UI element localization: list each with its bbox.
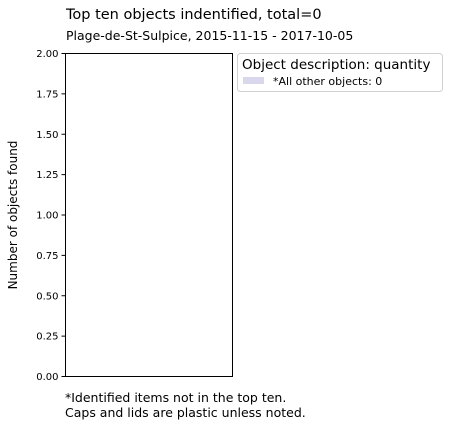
y-tick-label: 0.50	[36, 291, 58, 302]
y-tick-label: 0.00	[36, 372, 58, 383]
y-tick-label: 1.50	[36, 130, 58, 141]
legend-title: Object description: quantity	[242, 57, 430, 73]
y-tick-label: 1.00	[36, 211, 58, 222]
y-tick-label: 2.00	[36, 49, 58, 60]
footnote-line-1: *Identified items not in the top ten.	[65, 390, 286, 405]
chart-subtitle: Plage-de-St-Sulpice, 2015-11-15 - 2017-1…	[66, 28, 353, 43]
legend: Object description: quantity *All other …	[237, 53, 443, 92]
chart-title: Top ten objects indentified, total=0	[65, 7, 322, 23]
plot-area	[65, 53, 233, 377]
y-tick-label: 1.75	[36, 89, 58, 100]
y-tick-label: 0.25	[36, 332, 58, 343]
y-axis: 0.00 0.25 0.50 0.75 1.00 1.25 1.50 1.75 2.00	[36, 49, 66, 383]
legend-frame	[237, 53, 443, 92]
y-tick-label: 0.75	[36, 251, 58, 262]
legend-swatch	[243, 77, 264, 84]
legend-entry-label: *All other objects: 0	[273, 75, 382, 88]
y-tick-label: 1.25	[36, 170, 58, 181]
y-axis-label: Number of objects found	[6, 141, 20, 290]
footnote-line-2: Caps and lids are plastic unless noted.	[65, 405, 306, 420]
